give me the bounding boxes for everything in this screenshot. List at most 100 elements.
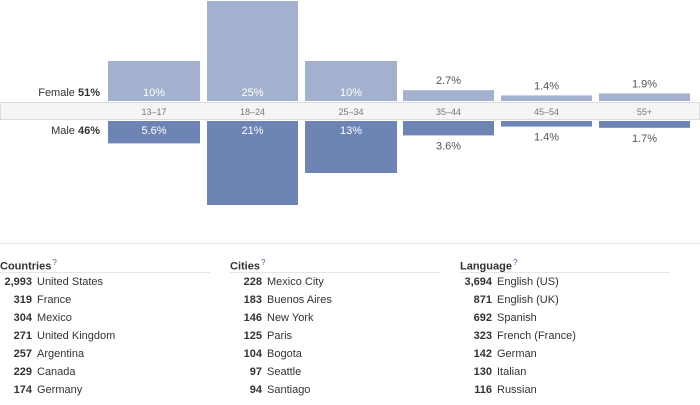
female-name: Female (38, 87, 78, 99)
countries-count: 257 (13, 348, 32, 360)
language-row: 130 Italian (460, 363, 670, 381)
female-bar (599, 93, 690, 101)
cities-row: 104 Bogota (230, 345, 440, 363)
male-bar (501, 121, 592, 127)
countries-header: Countries? (0, 255, 210, 273)
language-name: German (497, 348, 537, 360)
language-count: 3,694 (464, 276, 492, 288)
cities-name: New York (267, 312, 314, 324)
male-bar (403, 121, 494, 136)
countries-count: 174 (13, 384, 32, 396)
age-tick-label: 55+ (637, 107, 652, 117)
countries-row: 257 Argentina (0, 345, 210, 363)
countries-count: 2,993 (4, 276, 32, 288)
cities-row: 146 New York (230, 309, 440, 327)
female-bar (108, 61, 200, 101)
gender-age-chart: 10% 5.6% 13–17 25% 21% 18–24 10% 13% 25–34 2.7% 3.… (0, 1, 700, 205)
age-tick-label: 35–44 (436, 107, 461, 117)
countries-title: Countries (0, 260, 52, 273)
language-help-icon[interactable]: ? (512, 258, 518, 267)
age-tick-label: 25–34 (338, 107, 363, 117)
cities-title: Cities (230, 260, 260, 273)
female-bar (403, 90, 494, 101)
cities-count: 146 (243, 312, 262, 324)
countries-row: 319 France (0, 291, 210, 309)
countries-name: Germany (37, 384, 83, 396)
male-series-label: Male 46% (51, 125, 100, 137)
section-divider (0, 243, 700, 244)
countries-name: Canada (37, 366, 76, 378)
male-bar (599, 121, 690, 128)
age-tick-label: 18–24 (240, 107, 265, 117)
language-name: Spanish (497, 312, 537, 324)
male-data-label: 21% (241, 125, 263, 137)
language-count: 142 (473, 348, 492, 360)
female-data-label: 1.9% (632, 78, 657, 90)
female-bar (501, 95, 592, 101)
cities-list: Cities? 228 Mexico City 183 Buenos Aires 146… (230, 255, 440, 399)
male-bar (305, 121, 397, 173)
cities-count: 125 (243, 330, 262, 342)
language-count: 323 (473, 330, 492, 342)
cities-row: 228 Mexico City (230, 273, 440, 291)
countries-name: France (37, 294, 72, 306)
language-list: Language? 3,694 English (US) 871 English (U… (460, 255, 670, 399)
language-count: 871 (473, 294, 492, 306)
language-row: 323 French (France) (460, 327, 670, 345)
countries-row: 174 Germany (0, 381, 210, 399)
cities-count: 104 (243, 348, 262, 360)
cities-count: 228 (243, 276, 262, 288)
male-data-label: 1.4% (534, 132, 559, 144)
language-count: 116 (474, 384, 492, 396)
female-data-label: 10% (340, 87, 362, 99)
language-row: 692 Spanish (460, 309, 670, 327)
language-name: Italian (497, 366, 527, 378)
cities-count: 183 (243, 294, 262, 306)
language-row: 116 Russian (460, 381, 670, 399)
female-data-label: 2.7% (436, 75, 461, 87)
cities-name: Seattle (267, 366, 302, 378)
language-name: English (UK) (497, 294, 559, 306)
countries-row: 304 Mexico (0, 309, 210, 327)
countries-row: 2,993 United States (0, 273, 210, 291)
countries-row: 229 Canada (0, 363, 210, 381)
age-tick-label: 45–54 (534, 107, 559, 117)
female-data-label: 25% (241, 87, 263, 99)
countries-name: Argentina (37, 348, 85, 360)
language-name: Russian (497, 384, 537, 396)
countries-count: 229 (13, 366, 32, 378)
female-data-label: 10% (143, 87, 165, 99)
cities-name: Buenos Aires (267, 294, 332, 306)
male-data-label: 5.6% (141, 125, 166, 137)
male-data-label: 13% (340, 125, 362, 137)
countries-list: Countries? 2,993 United States 319 France 30… (0, 255, 210, 399)
female-series-label: Female 51% (38, 87, 100, 99)
cities-row: 125 Paris (230, 327, 440, 345)
male-data-label: 3.6% (436, 140, 461, 152)
female-total: 51% (78, 87, 100, 99)
language-title: Language (460, 260, 512, 273)
cities-row: 94 Santiago (230, 381, 440, 399)
countries-help-icon[interactable]: ? (52, 258, 57, 267)
female-bar (207, 1, 298, 101)
female-data-label: 1.4% (534, 80, 559, 92)
countries-count: 304 (13, 312, 32, 324)
cities-count: 94 (249, 384, 262, 396)
cities-name: Mexico City (267, 276, 324, 288)
countries-name: United States (37, 276, 104, 288)
language-row: 3,694 English (US) (460, 273, 670, 291)
countries-count: 319 (13, 294, 32, 306)
language-name: French (France) (497, 330, 576, 342)
male-total: 46% (78, 125, 100, 137)
male-bar (207, 121, 298, 205)
male-name: Male (51, 125, 78, 137)
female-bar (305, 61, 397, 101)
countries-name: United Kingdom (37, 330, 116, 342)
age-tick-label: 13–17 (141, 107, 166, 117)
cities-name: Santiago (267, 384, 311, 396)
countries-row: 271 United Kingdom (0, 327, 210, 345)
male-data-label: 1.7% (632, 133, 657, 145)
cities-help-icon[interactable]: ? (260, 258, 266, 267)
language-row: 142 German (460, 345, 670, 363)
countries-name: Mexico (37, 312, 72, 324)
